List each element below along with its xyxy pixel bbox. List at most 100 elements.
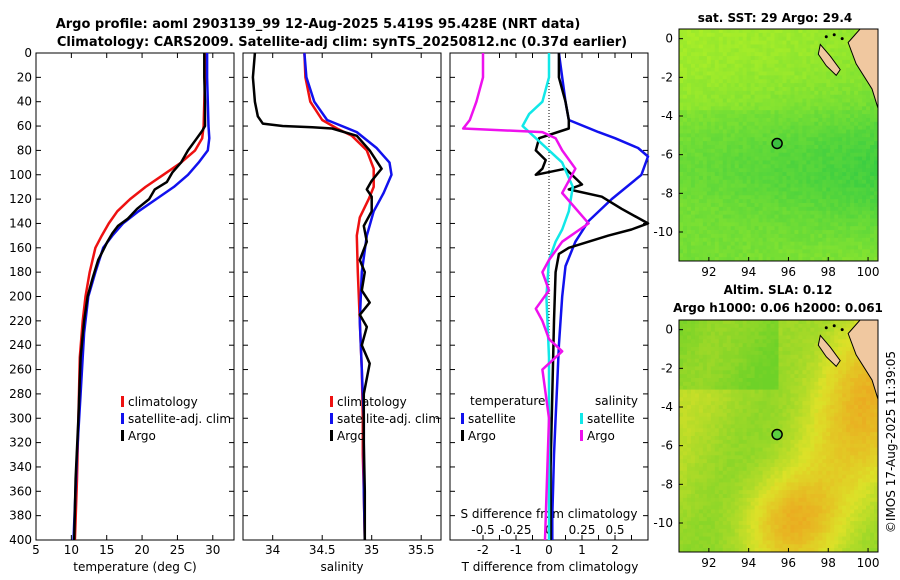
sla-map-panel: 92 94 96 98 100 0 -2 -4 -6 -8 -10 [653,319,880,570]
x-tick-label: 35.5 [408,543,435,557]
sla-islet [832,324,836,328]
sla-map-title-1: Altim. SLA: 0.12 [724,283,833,297]
y-tick-label: 380 [9,509,32,523]
y-tick-label: 160 [9,241,32,255]
y-tick-label: -2 [661,361,673,375]
y-tick-label: 80 [17,143,32,157]
sst-islet [824,35,828,39]
legend-label-salinity: salinity [595,394,638,408]
s-tick-label: 0.25 [569,523,596,537]
x-tick-label: 98 [821,265,836,279]
timestamp: ©IMOS 17-Aug-2025 11:39:05 [884,351,898,533]
sst-map-title: sat. SST: 29 Argo: 29.4 [698,11,852,25]
y-tick-label: 220 [9,314,32,328]
y-tick-label: 200 [9,290,32,304]
y-tick-label: -2 [661,70,673,84]
sla-map-title-2: Argo h1000: 0.06 h2000: 0.061 [673,301,883,315]
s-tick-label: -0.5 [471,523,494,537]
x-tick-label: 100 [857,265,880,279]
x-tick-label: -1 [510,543,522,557]
legend-label: satellite-adj. clim [337,412,440,426]
temperature-panel: 0 20 40 60 80 100 120 140 160 180 200 220 240 260 280 3… [9,46,235,574]
salinity-panel: 34 34.5 35 35.5 salinity climatology satellite… [242,52,442,574]
legend-label: Argo [128,429,156,443]
y-tick-label: 280 [9,387,32,401]
legend-swatch [461,413,464,424]
salinity-frame [242,52,442,541]
sst-map-panel: 92 94 96 98 100 0 -2 -4 -6 -8 -10 [653,28,880,279]
sst-islet [832,33,836,37]
sst-float-position-marker [771,137,783,150]
x-tick-label: 15 [99,543,114,557]
legend-label: climatology [337,395,407,409]
y-tick-label: 340 [9,460,32,474]
y-tick-label: -6 [661,439,673,453]
y-tick-label: -4 [661,400,673,414]
legend-label: Argo [587,429,615,443]
x-tick-label: 0 [545,543,553,557]
y-tick-label: 260 [9,363,32,377]
sst-map-frame [678,28,879,262]
y-tick-label: -10 [653,516,673,530]
sla-map-frame [678,319,879,553]
y-tick-label: 400 [9,533,32,547]
x-tick-label: 92 [701,556,716,570]
legend-swatch [461,430,464,441]
y-tick-label: 140 [9,216,32,230]
x-tick-label: 25 [170,543,185,557]
y-tick-label: 40 [17,95,32,109]
x-tick-label: 96 [781,556,796,570]
salinity-xlabel: salinity [320,560,363,574]
y-tick-label: 20 [17,70,32,84]
x-tick-label: 100 [857,556,880,570]
x-tick-label: 10 [64,543,79,557]
y-tick-label: 180 [9,265,32,279]
y-tick-label: 60 [17,119,32,133]
temperature-xlabel: temperature (deg C) [73,560,196,574]
series-argo [251,52,383,540]
y-tick-label: -4 [661,109,673,123]
sst-heatmap-cells [679,29,879,262]
sla-heatmap-cells [679,320,879,553]
y-tick-label: 0 [665,323,673,337]
y-tick-label: 300 [9,411,32,425]
legend-label-temperature: temperature [470,394,545,408]
legend-label: satellite [587,412,635,426]
x-tick-label: 94 [741,265,756,279]
y-tick-label: -10 [653,225,673,239]
legend-swatch [330,396,333,407]
legend-label: satellite [468,412,516,426]
sla-islet [824,326,828,330]
x-tick-label: 98 [821,556,836,570]
legend-label: satellite-adj. clim [128,412,231,426]
sla-float-position-marker [771,428,783,441]
s-tick-label: 0.5 [605,523,624,537]
legend-label: climatology [128,395,198,409]
difference-xlabel: T difference from climatology [461,560,639,574]
x-tick-label: 34 [265,543,280,557]
figure-title-line1: Argo profile: aoml 2903139_99 12-Aug-202… [56,17,581,32]
x-tick-label: 2 [611,543,619,557]
y-tick-label: 120 [9,192,32,206]
x-tick-label: 20 [134,543,149,557]
sst-islet [840,37,844,41]
y-tick-label: -8 [661,477,673,491]
x-tick-label: 1 [578,543,586,557]
series-t-argo [534,53,650,540]
x-tick-label: 34.5 [309,543,336,557]
figure-title-line2: Climatology: CARS2009. Satellite-adj cli… [57,35,627,50]
s-tick-label: -0.25 [500,523,531,537]
y-tick-label: 320 [9,436,32,450]
series-t-satellite [551,52,650,540]
y-tick-label: 100 [9,168,32,182]
legend-swatch [121,413,124,424]
y-tick-label: 360 [9,484,32,498]
legend-swatch [580,413,583,424]
legend-swatch [580,430,583,441]
y-tick-label: 0 [665,32,673,46]
x-tick-label: 5 [32,543,40,557]
y-tick-label: 0 [24,46,32,60]
legend-swatch [121,396,124,407]
x-tick-label: 94 [741,556,756,570]
